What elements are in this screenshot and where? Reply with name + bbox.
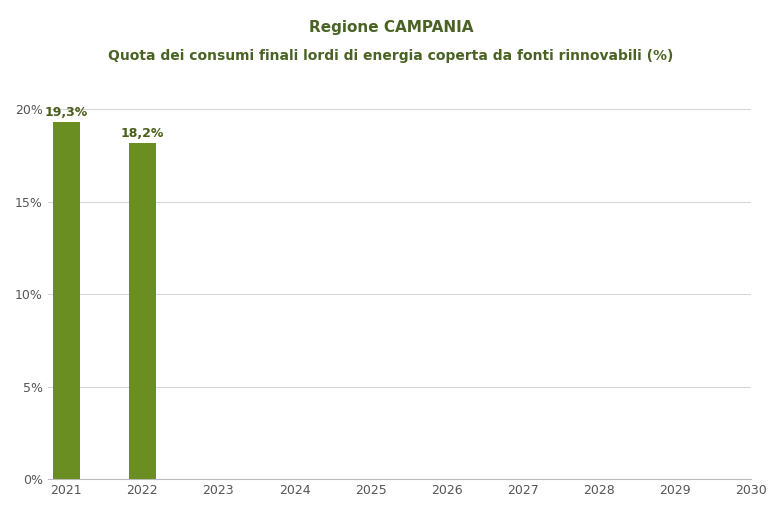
Text: 18,2%: 18,2%: [120, 127, 164, 140]
Text: 19,3%: 19,3%: [45, 106, 88, 119]
Text: Quota dei consumi finali lordi di energia coperta da fonti rinnovabili (%): Quota dei consumi finali lordi di energi…: [109, 49, 673, 62]
Text: Regione CAMPANIA: Regione CAMPANIA: [309, 20, 473, 35]
Bar: [129, 142, 156, 479]
Bar: [53, 122, 80, 479]
